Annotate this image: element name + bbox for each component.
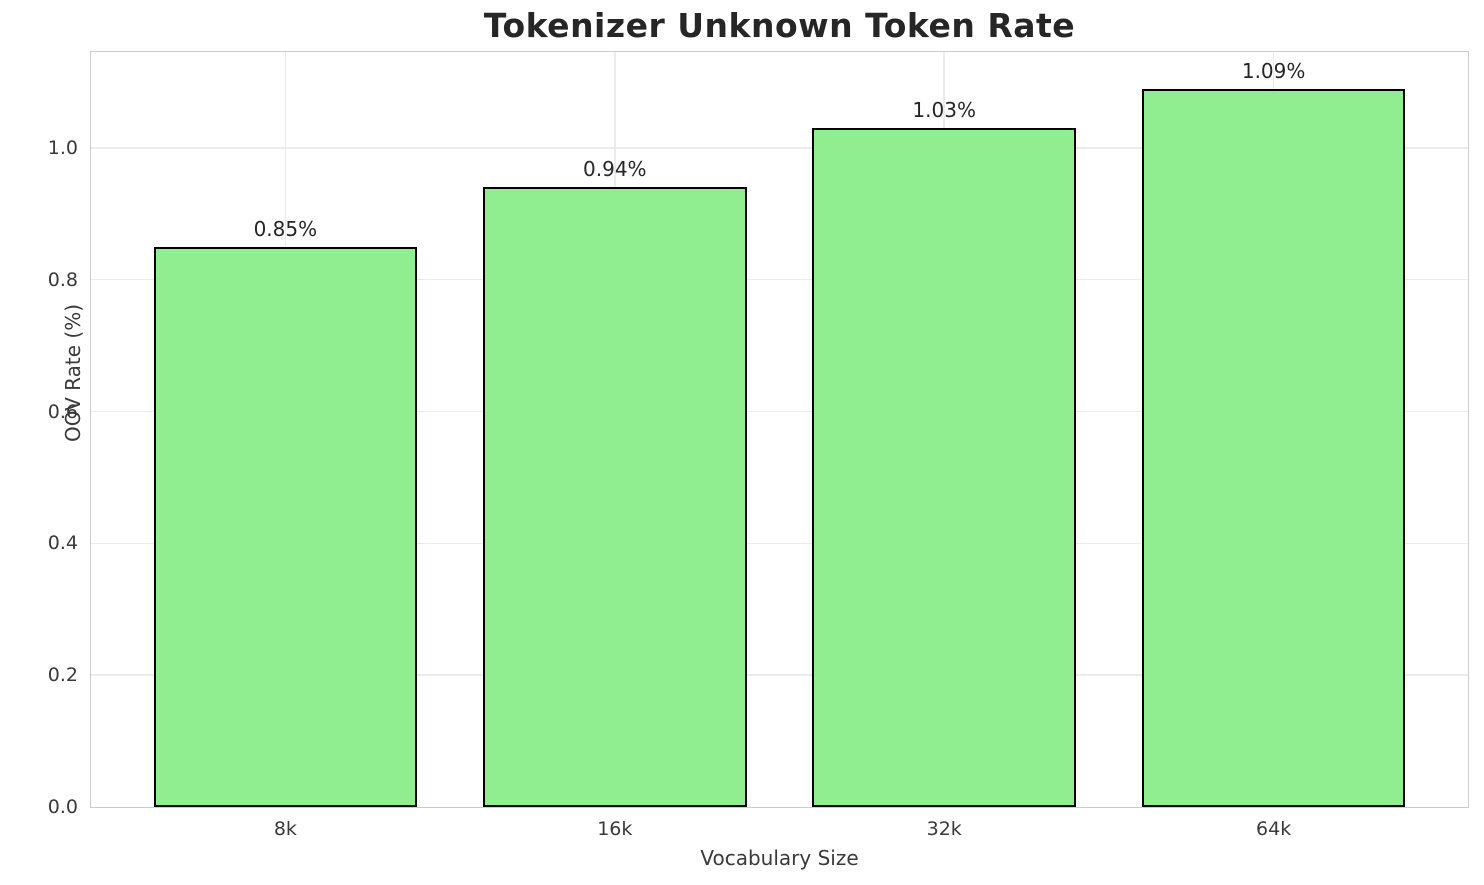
- y-tick-label: 0.8: [47, 268, 78, 291]
- bar-value-label: 0.85%: [253, 216, 318, 241]
- gridline-horizontal: [91, 147, 1468, 149]
- x-tick-label: 32k: [926, 818, 962, 840]
- y-tick-label: 1.0: [47, 136, 78, 159]
- bar: [153, 246, 418, 807]
- bar: [483, 187, 747, 807]
- gridline-horizontal: [91, 674, 1468, 676]
- gridline-horizontal: [91, 278, 1468, 281]
- x-tick-label: 64k: [1256, 818, 1292, 840]
- bar-value-label: 1.09%: [1241, 58, 1306, 83]
- gridline-horizontal: [91, 410, 1468, 413]
- gridline-horizontal: [91, 542, 1468, 545]
- bar-value-label: 1.03%: [912, 98, 976, 123]
- y-tick-label: 0.4: [47, 532, 78, 555]
- bar-value-label: 0.94%: [583, 157, 647, 182]
- y-tick-label: 0.0: [47, 796, 78, 818]
- x-tick-label: 8k: [273, 818, 297, 840]
- bar: [812, 128, 1076, 807]
- x-tick-label: 16k: [597, 818, 633, 840]
- chart-title: Tokenizer Unknown Token Rate: [483, 6, 1076, 45]
- x-axis-label: Vocabulary Size: [700, 846, 859, 870]
- bar: [1141, 88, 1406, 807]
- y-tick-label: 0.6: [47, 400, 78, 423]
- plot-area: [91, 52, 1468, 807]
- y-tick-label: 0.2: [47, 664, 78, 687]
